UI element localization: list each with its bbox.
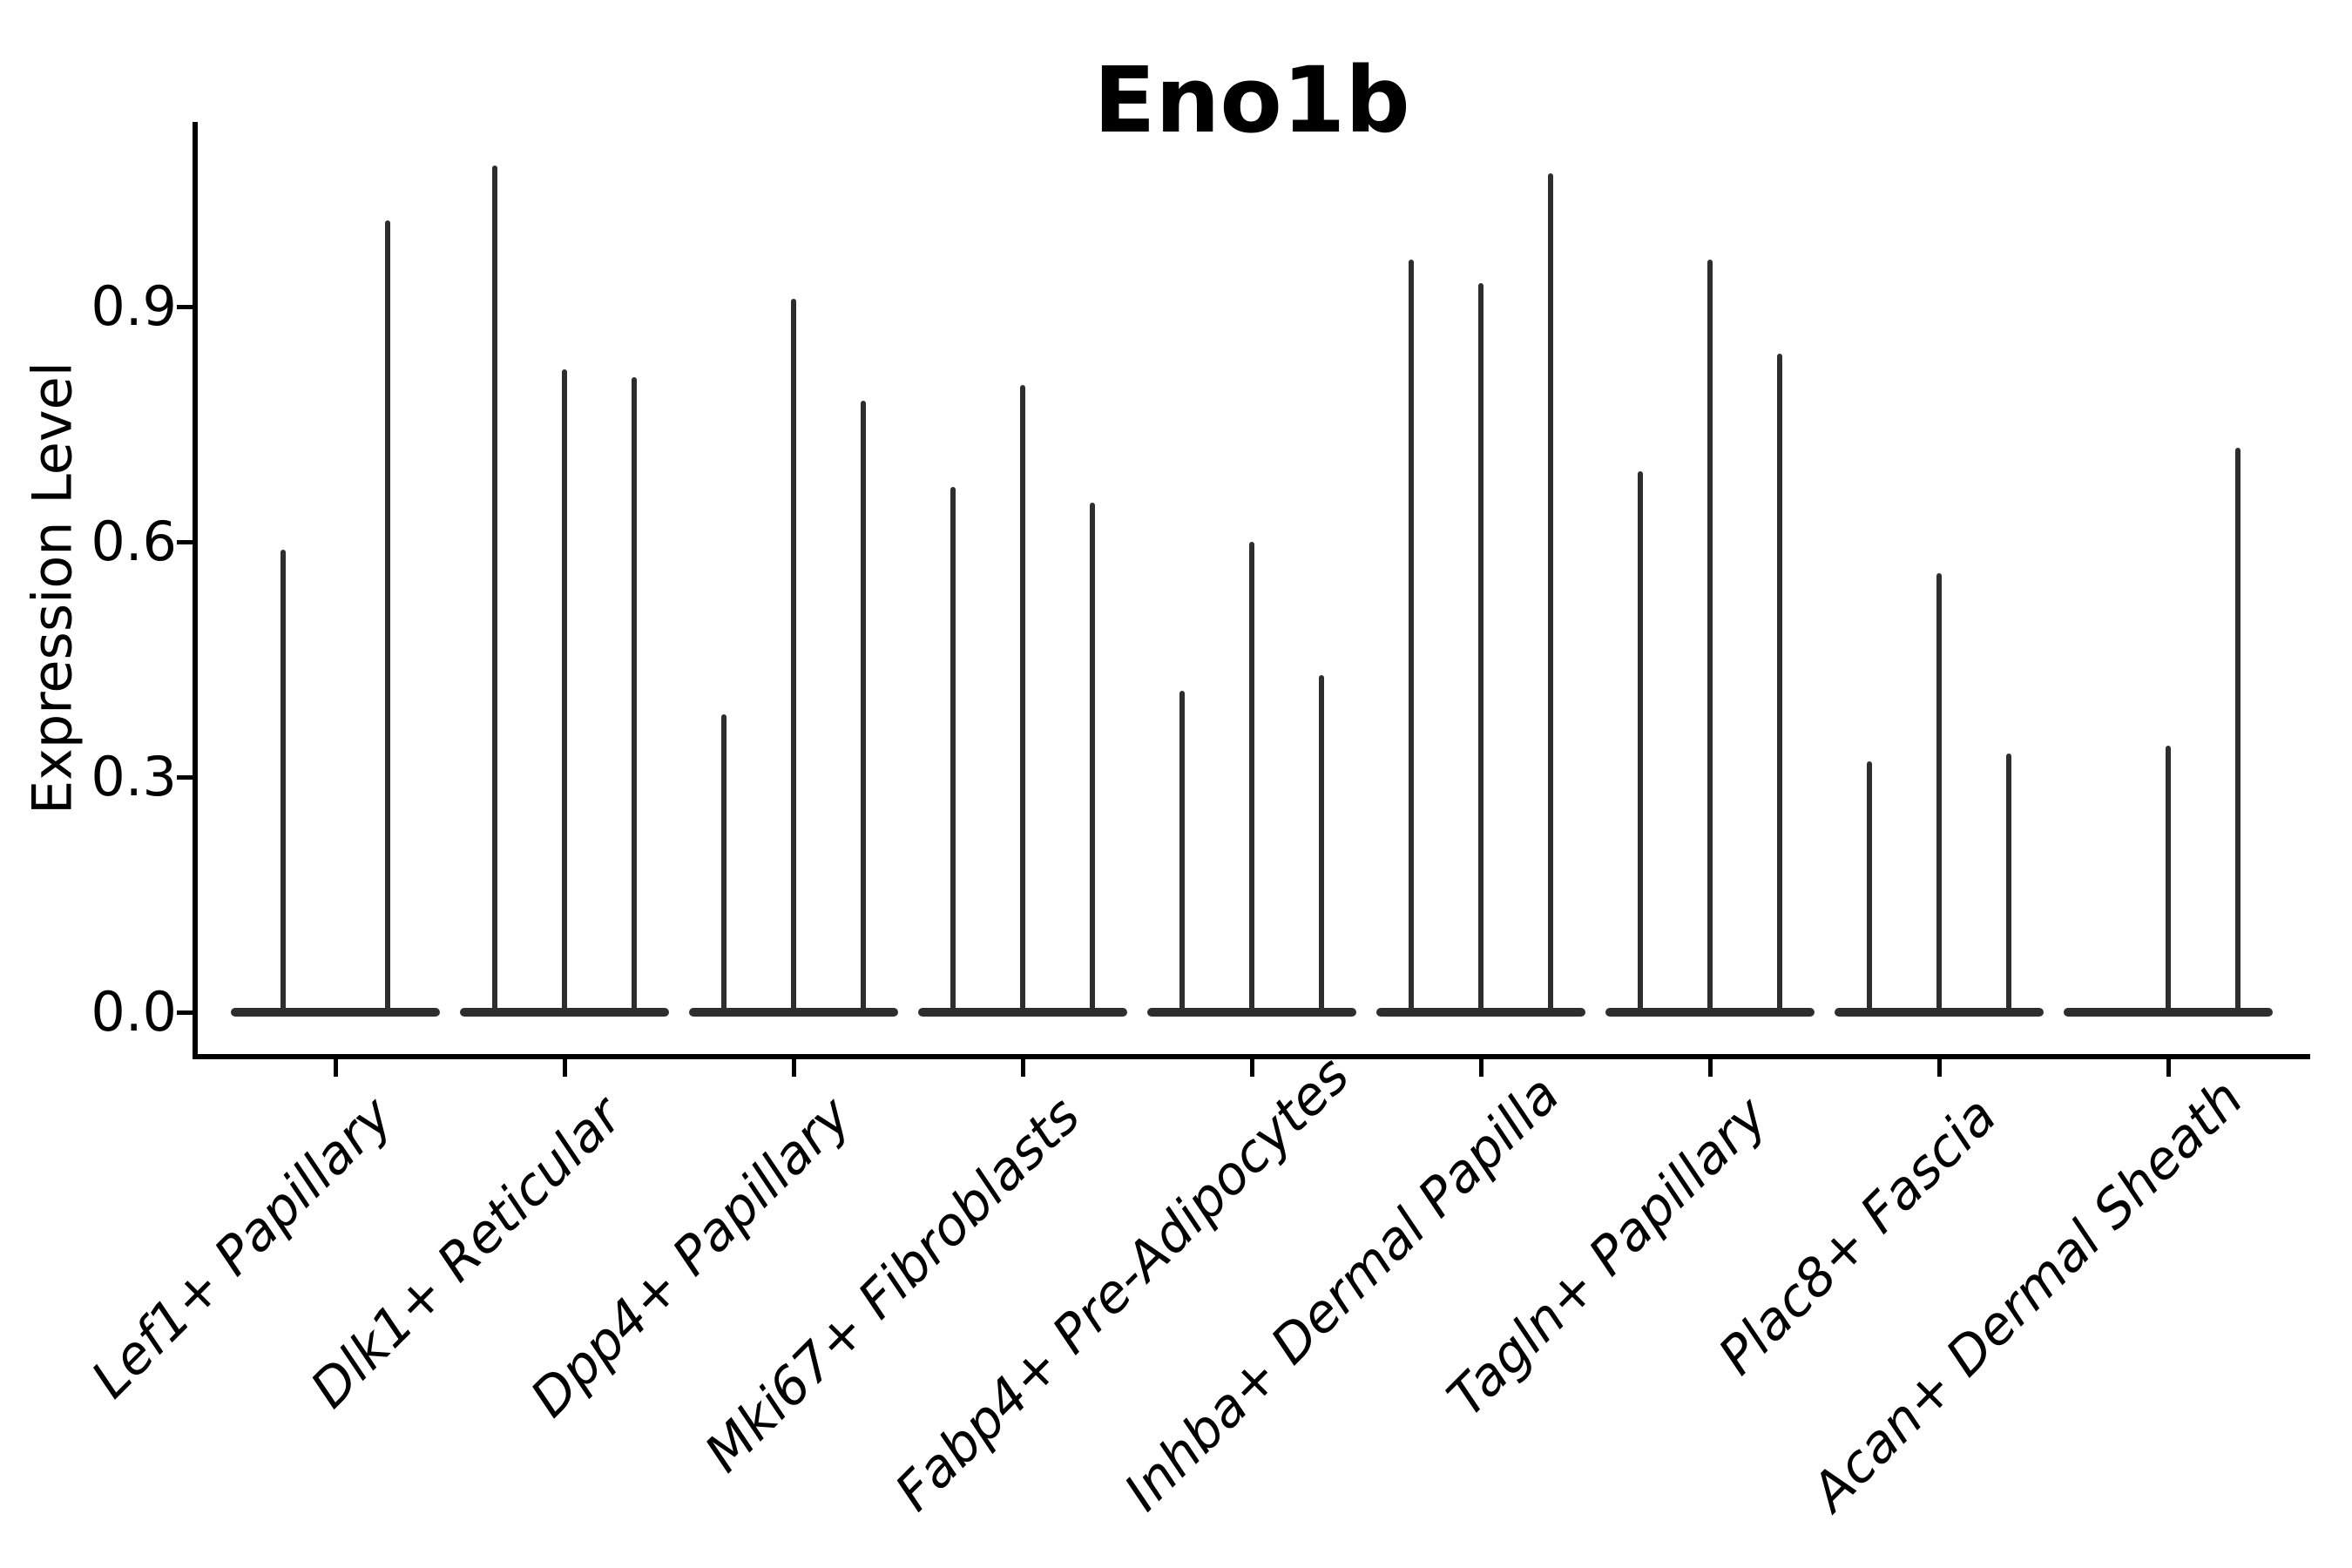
violin-spike: [492, 166, 497, 1015]
x-tick-label: Fabp4+ Pre-Adipocytes: [883, 1044, 1362, 1524]
x-tick-mark: [1021, 1059, 1025, 1077]
x-tick-mark: [1708, 1059, 1713, 1077]
x-tick-label: Mki67+ Fibroblasts: [693, 1085, 1092, 1484]
x-tick-label: Dpp4+ Papillary: [519, 1085, 863, 1429]
y-tick-mark: [177, 775, 193, 780]
violin-spike: [861, 401, 866, 1015]
violin-spike: [721, 714, 727, 1015]
violin-spike: [1548, 173, 1553, 1015]
plot-title: Eno1b: [1093, 47, 1410, 153]
x-tick-label: Dlk1+ Reticular: [299, 1085, 634, 1421]
violin-spike: [1867, 761, 1872, 1015]
violin-spike: [385, 220, 390, 1015]
violin-spike: [1936, 573, 1942, 1015]
violin-spike: [1478, 283, 1484, 1015]
x-tick-mark: [2166, 1059, 2171, 1077]
violin-spike: [1249, 542, 1254, 1015]
violin-base: [231, 1008, 440, 1017]
violin-spike: [2006, 754, 2011, 1015]
x-tick-label: Plac8+ Fascia: [1707, 1085, 2009, 1387]
violin-spike: [632, 377, 637, 1015]
violin-spike: [791, 299, 796, 1015]
x-tick-label: Tagln+ Papillary: [1436, 1085, 1780, 1429]
violin-spike: [562, 369, 567, 1015]
violin-spike: [280, 550, 286, 1015]
x-tick-mark: [563, 1059, 567, 1077]
violin-spike: [2166, 746, 2171, 1015]
x-tick-label: Acan+ Dermal Sheath: [1800, 1068, 2255, 1524]
y-tick-label: 0.9: [91, 274, 177, 338]
x-tick-mark: [1479, 1059, 1484, 1077]
y-tick-mark: [177, 305, 193, 309]
violin-spike: [1090, 503, 1095, 1015]
x-tick-label: Inhba+ Dermal Papilla: [1112, 1064, 1571, 1524]
violin-spike: [1179, 691, 1185, 1015]
violin-spike: [2235, 448, 2240, 1015]
violin-spike: [1409, 260, 1414, 1015]
violin-spike: [1638, 471, 1643, 1015]
x-tick-label: Lef1+ Papillary: [79, 1085, 405, 1410]
y-tick-label: 0.6: [91, 510, 177, 573]
y-tick-label: 0.3: [91, 745, 177, 808]
y-axis-spine: [193, 122, 198, 1059]
x-tick-mark: [792, 1059, 796, 1077]
y-tick-label: 0.0: [91, 980, 177, 1044]
violin-spike: [950, 487, 956, 1015]
y-tick-mark: [177, 1010, 193, 1015]
x-tick-mark: [1937, 1059, 1942, 1077]
x-tick-mark: [334, 1059, 338, 1077]
y-tick-mark: [177, 540, 193, 544]
violin-spike: [1319, 675, 1324, 1015]
violin-spike: [1020, 385, 1025, 1015]
x-tick-mark: [1250, 1059, 1254, 1077]
violin-spike: [1707, 260, 1713, 1015]
violin-spike: [1777, 354, 1782, 1015]
x-axis-spine: [193, 1054, 2310, 1059]
